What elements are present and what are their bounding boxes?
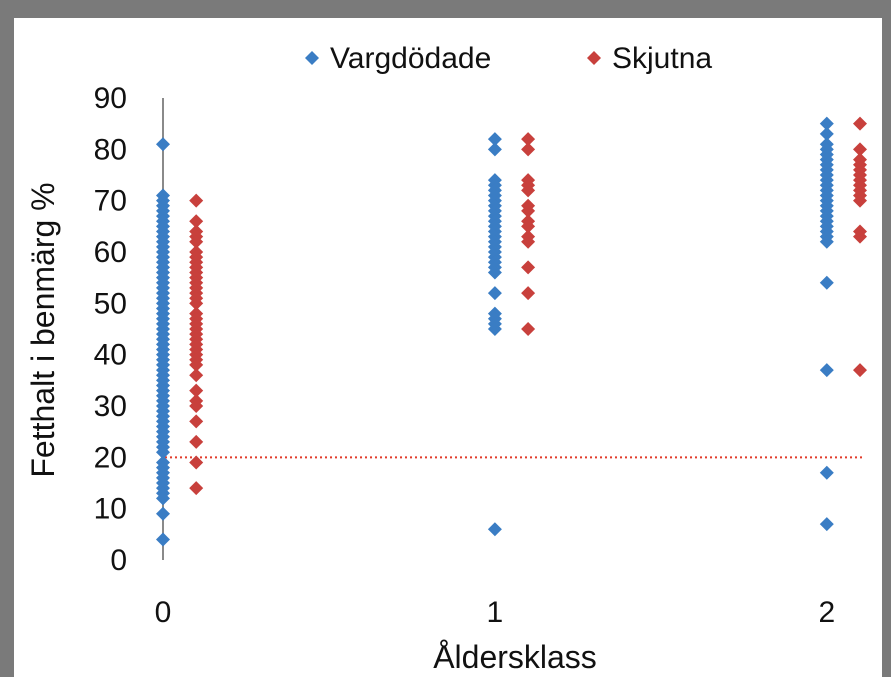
data-point [487,322,502,336]
data-point [819,465,834,480]
data-point [189,434,204,449]
data-point [853,193,867,208]
data-point [189,383,204,398]
y-tick-label: 20 [94,441,127,474]
data-point [189,296,204,311]
data-point [189,193,204,208]
data-point [189,399,204,413]
legend-label: Vargdödade [330,42,491,75]
data-point [521,183,536,198]
data-point [521,286,536,301]
data-points [156,116,867,547]
data-point [819,126,834,141]
x-axis-ticks: 0 1 2 [155,596,835,629]
y-tick-label: 80 [94,133,127,166]
data-point [819,275,834,290]
legend-marker [305,51,319,65]
data-point [189,234,204,249]
x-axis-title: Åldersklass [433,639,597,675]
data-point [819,116,834,131]
data-point [853,229,867,244]
data-point [521,322,536,336]
data-point [487,522,502,537]
data-point [487,286,502,301]
series-vargdodade [156,116,834,547]
data-point [521,203,536,218]
x-tick-label: 2 [818,596,835,629]
data-point [521,142,536,157]
y-tick-label: 50 [94,287,127,320]
legend: Vargdödade Skjutna [305,42,712,75]
y-tick-label: 30 [94,390,127,423]
x-tick-label: 1 [487,596,504,629]
y-tick-label: 40 [94,339,127,372]
data-point [156,137,170,152]
data-point [156,506,170,521]
data-point [189,214,204,229]
legend-marker [587,51,601,65]
data-point [853,142,867,157]
data-point [853,116,867,131]
y-axis-title: Fetthalt i benmärg % [25,182,61,477]
data-point [521,260,536,275]
series-skjutna [189,116,867,496]
data-point [487,142,502,157]
data-point [189,357,204,372]
data-point [819,517,834,532]
y-tick-label: 60 [94,236,127,269]
legend-label: Skjutna [612,42,712,75]
y-axis-ticks: 0 10 20 30 40 50 60 70 80 90 [94,82,127,577]
x-tick-label: 0 [155,596,172,629]
data-point [156,445,170,460]
data-point [819,363,834,378]
y-tick-label: 10 [94,493,127,526]
data-point [487,265,502,280]
y-tick-label: 70 [94,185,127,218]
data-point [521,234,536,249]
data-point [189,455,204,470]
data-point [521,219,536,234]
data-point [156,491,170,506]
data-point [189,481,204,496]
y-tick-label: 90 [94,82,127,115]
y-tick-label: 0 [110,544,127,577]
data-point [189,414,204,429]
data-point [487,132,502,147]
data-point [819,234,834,249]
data-point [853,363,867,378]
data-point [156,532,170,547]
data-point [521,132,536,147]
data-point [189,368,204,383]
